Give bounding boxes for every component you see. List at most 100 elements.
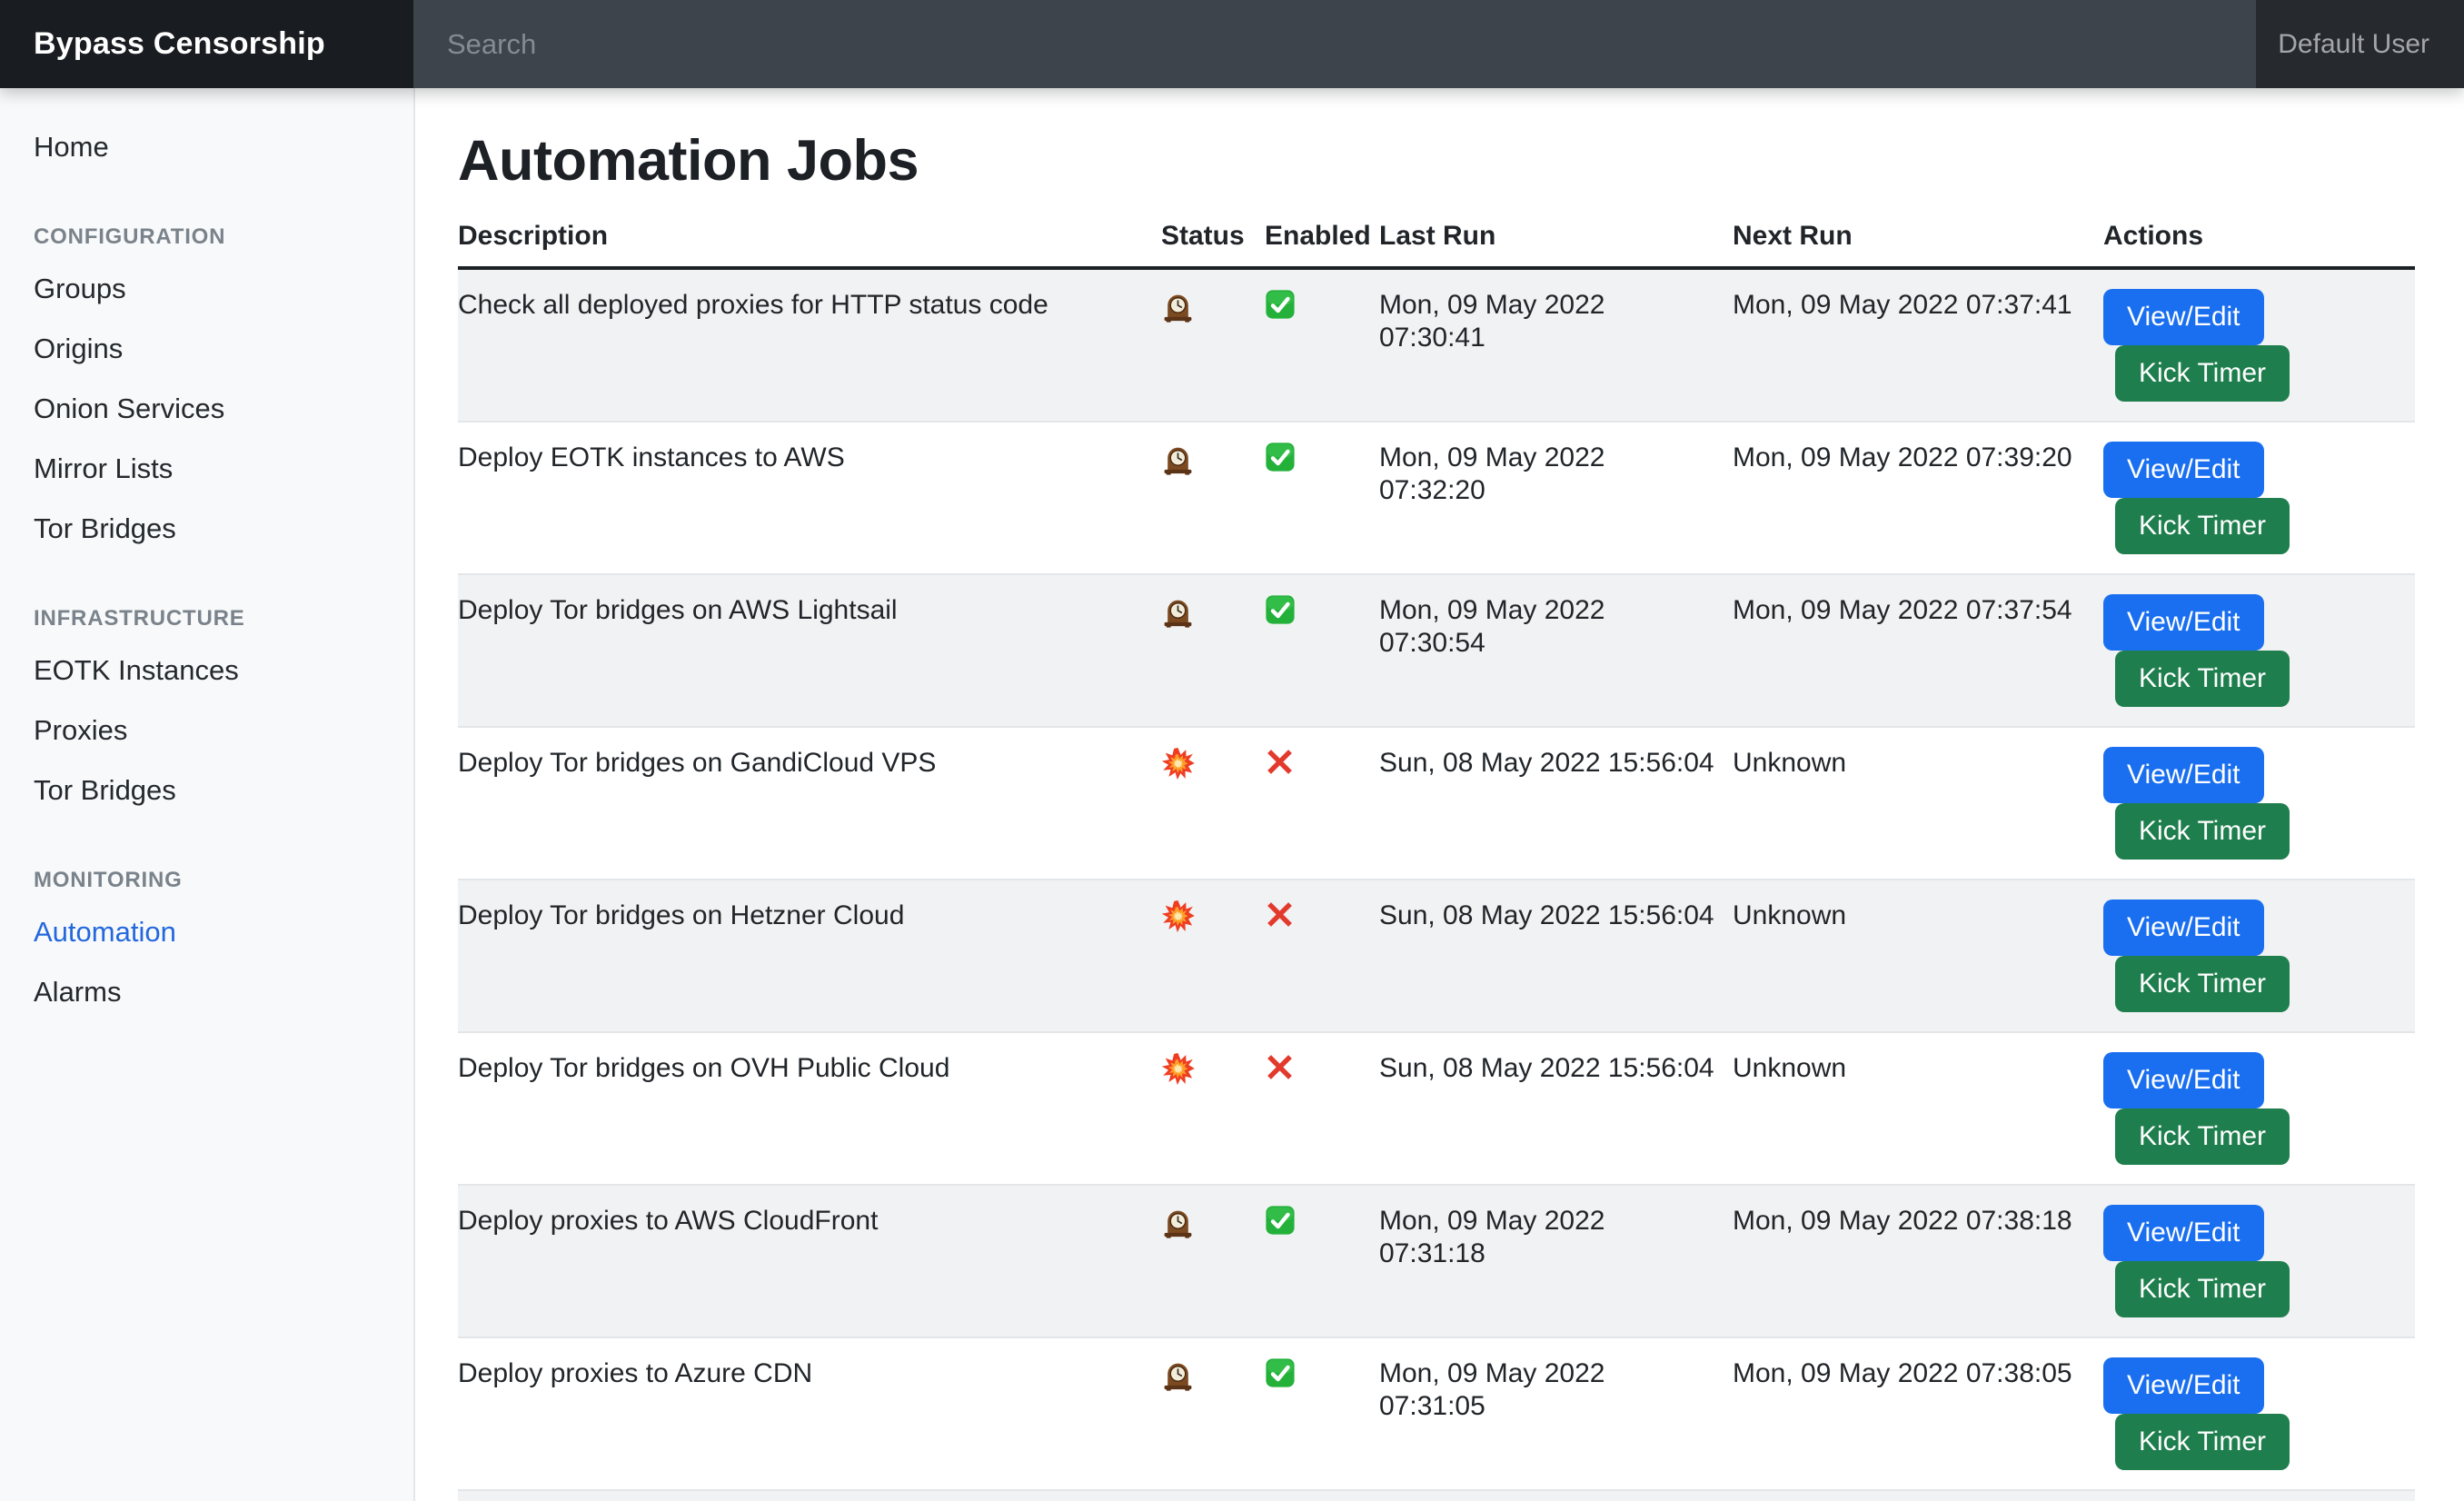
next-run-cell: Mon, 09 May 2022 07:38:18 <box>1733 1185 2103 1338</box>
table-header-row: Description Status Enabled Last Run Next… <box>458 215 2415 270</box>
description-cell: Deploy EOTK instances to AWS <box>458 422 1161 575</box>
view-edit-button[interactable]: View/Edit <box>2103 594 2264 651</box>
kick-timer-button[interactable]: Kick Timer <box>2115 345 2290 402</box>
status-cell <box>1161 422 1265 575</box>
next-run-cell: Unknown <box>1733 1032 2103 1186</box>
actions-cell: View/Edit Kick Timer <box>2103 422 2415 575</box>
table-row: Import alarms for AWS CloudFront proxies… <box>458 1490 2415 1501</box>
next-run-cell: Unknown <box>1733 880 2103 1033</box>
view-edit-button[interactable]: View/Edit <box>2103 289 2264 345</box>
main-content: Automation Jobs Description Status Enabl… <box>415 88 2464 1501</box>
status-cell <box>1161 268 1265 422</box>
view-edit-button[interactable]: View/Edit <box>2103 442 2264 498</box>
kick-timer-button[interactable]: Kick Timer <box>2115 1261 2290 1317</box>
page-layout: Home CONFIGURATION Groups Origins Onion … <box>0 88 2464 1501</box>
next-run-cell: Unknown <box>1733 727 2103 880</box>
sidebar-item-origins[interactable]: Origins <box>34 333 124 364</box>
cross-mark-icon <box>1267 750 1292 774</box>
last-run-cell: Sun, 08 May 2022 15:56:04 <box>1379 727 1733 880</box>
last-run-cell: Mon, 09 May 2022 07:30:54 <box>1379 574 1733 728</box>
sidebar-item-eotk-instances[interactable]: EOTK Instances <box>34 654 239 686</box>
check-mark-icon <box>1266 1206 1295 1235</box>
enabled-cell <box>1265 1185 1379 1338</box>
description-cell: Deploy Tor bridges on GandiCloud VPS <box>458 727 1161 880</box>
view-edit-button[interactable]: View/Edit <box>2103 1052 2264 1108</box>
view-edit-button[interactable]: View/Edit <box>2103 747 2264 803</box>
mantel-clock-icon <box>1164 600 1192 628</box>
mantel-clock-icon <box>1164 1363 1192 1391</box>
col-header-last-run: Last Run <box>1379 215 1733 270</box>
enabled-cell <box>1265 268 1379 422</box>
sidebar-section-configuration: CONFIGURATION <box>34 224 226 249</box>
status-cell <box>1161 727 1265 880</box>
sidebar-item-tor-bridges-infra[interactable]: Tor Bridges <box>34 774 176 806</box>
description-cell: Deploy proxies to Azure CDN <box>458 1337 1161 1491</box>
view-edit-button[interactable]: View/Edit <box>2103 1357 2264 1414</box>
actions-cell: View/Edit Kick Timer <box>2103 880 2415 1033</box>
last-run-cell: Mon, 09 May 2022 07:32:20 <box>1379 422 1733 575</box>
enabled-cell <box>1265 1337 1379 1491</box>
search-input[interactable] <box>413 0 2256 88</box>
table-row: Deploy Tor bridges on Hetzner Cloud Sun,… <box>458 880 2415 1033</box>
sidebar-item-proxies[interactable]: Proxies <box>34 714 128 746</box>
sidebar-item-tor-bridges-config[interactable]: Tor Bridges <box>34 512 176 544</box>
check-mark-icon <box>1266 595 1295 624</box>
description-cell: Deploy Tor bridges on Hetzner Cloud <box>458 880 1161 1033</box>
kick-timer-button[interactable]: Kick Timer <box>2115 498 2290 554</box>
top-navbar: Bypass Censorship Default User <box>0 0 2464 88</box>
table-row: Deploy Tor bridges on OVH Public Cloud S… <box>458 1032 2415 1186</box>
enabled-cell <box>1265 727 1379 880</box>
kick-timer-button[interactable]: Kick Timer <box>2115 651 2290 707</box>
kick-timer-button[interactable]: Kick Timer <box>2115 1108 2290 1165</box>
actions-cell: View/Edit Kick Timer <box>2103 1185 2415 1338</box>
col-header-status: Status <box>1161 215 1265 270</box>
collision-icon <box>1161 900 1195 933</box>
status-cell <box>1161 574 1265 728</box>
collision-icon <box>1161 748 1195 780</box>
next-run-cell: Mon, 09 May 2022 07:37:41 <box>1733 268 2103 422</box>
actions-cell: View/Edit Kick Timer <box>2103 268 2415 422</box>
next-run-cell: Mon, 09 May 2022 07:37:54 <box>1733 574 2103 728</box>
app-brand[interactable]: Bypass Censorship <box>0 0 413 88</box>
status-cell <box>1161 1337 1265 1491</box>
sidebar-item-mirror-lists[interactable]: Mirror Lists <box>34 452 174 484</box>
sidebar-item-onion-services[interactable]: Onion Services <box>34 393 225 424</box>
search-bar <box>413 0 2256 88</box>
table-row: Deploy proxies to Azure CDN Mon, 09 May … <box>458 1337 2415 1491</box>
cross-mark-icon <box>1267 902 1292 927</box>
sidebar-item-home[interactable]: Home <box>34 131 109 163</box>
page-title: Automation Jobs <box>458 129 919 193</box>
status-cell <box>1161 880 1265 1033</box>
actions-cell: View/Edit Kick Timer <box>2103 574 2415 728</box>
sidebar: Home CONFIGURATION Groups Origins Onion … <box>0 88 415 1501</box>
enabled-cell <box>1265 1032 1379 1186</box>
col-header-next-run: Next Run <box>1733 215 2103 270</box>
enabled-cell <box>1265 574 1379 728</box>
view-edit-button[interactable]: View/Edit <box>2103 1205 2264 1261</box>
sidebar-item-automation[interactable]: Automation <box>34 916 176 948</box>
sidebar-section-infrastructure: INFRASTRUCTURE <box>34 606 245 631</box>
table-row: Deploy proxies to AWS CloudFront Mon, 09… <box>458 1185 2415 1338</box>
status-cell <box>1161 1490 1265 1501</box>
col-header-description: Description <box>458 215 1161 270</box>
col-header-actions: Actions <box>2103 215 2415 270</box>
kick-timer-button[interactable]: Kick Timer <box>2115 956 2290 1012</box>
table-row: Deploy Tor bridges on AWS Lightsail Mon,… <box>458 574 2415 728</box>
kick-timer-button[interactable]: Kick Timer <box>2115 1414 2290 1470</box>
view-edit-button[interactable]: View/Edit <box>2103 900 2264 956</box>
next-run-cell: Mon, 09 May 2022 07:36:39 <box>1733 1490 2103 1501</box>
last-run-cell: Mon, 09 May 2022 07:31:18 <box>1379 1185 1733 1338</box>
next-run-cell: Mon, 09 May 2022 07:39:20 <box>1733 422 2103 575</box>
sidebar-item-alarms[interactable]: Alarms <box>34 976 122 1008</box>
user-menu[interactable]: Default User <box>2256 0 2464 88</box>
actions-cell: View/Edit Kick Timer <box>2103 727 2415 880</box>
sidebar-item-groups[interactable]: Groups <box>34 273 126 304</box>
actions-cell: View/Edit Kick Timer <box>2103 1337 2415 1491</box>
table-row: Deploy EOTK instances to AWS Mon, 09 May… <box>458 422 2415 575</box>
mantel-clock-icon <box>1164 447 1192 475</box>
description-cell: Deploy Tor bridges on OVH Public Cloud <box>458 1032 1161 1186</box>
kick-timer-button[interactable]: Kick Timer <box>2115 803 2290 860</box>
sidebar-section-monitoring: MONITORING <box>34 868 183 892</box>
cross-mark-icon <box>1267 1055 1292 1079</box>
table-row: Check all deployed proxies for HTTP stat… <box>458 268 2415 422</box>
